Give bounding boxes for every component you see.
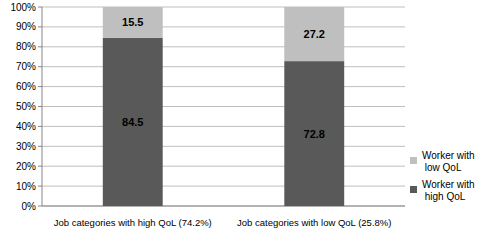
legend-swatch [410, 186, 417, 193]
legend-label: Worker with high QoL [422, 179, 475, 202]
legend-line: high QoL [422, 191, 466, 202]
legend-label: Worker with low QoL [422, 150, 475, 173]
bar-segment [103, 7, 163, 38]
grid-line [42, 7, 405, 8]
grid-line [42, 46, 405, 47]
legend: Worker with low QoLWorker with high QoL [410, 150, 475, 202]
y-tick-label: 40% [16, 121, 36, 132]
bar-segment [284, 61, 344, 206]
tick-mark [38, 26, 42, 27]
chart-svg: 0% 10% 20% 30% 40% 50% 60% 70% 80% 90% 100% 84.5 15.… [0, 0, 500, 245]
grid-line [42, 146, 405, 147]
tick-mark [38, 186, 42, 187]
legend-swatch [410, 157, 417, 164]
tick-mark [38, 126, 42, 127]
y-tick-label: 100% [10, 2, 36, 13]
x-axis [42, 206, 405, 207]
tick-mark [38, 146, 42, 147]
tick-mark [38, 66, 42, 67]
tick-mark [38, 46, 42, 47]
data-labels: 84.5 15.5 72.8 27.2 [122, 16, 325, 139]
grid-line [42, 206, 405, 207]
grid-line [42, 106, 405, 107]
grid-line [42, 186, 405, 187]
y-tick-label: 50% [16, 101, 36, 112]
tick-mark [38, 86, 42, 87]
tick-mark [38, 7, 42, 8]
grid-line [42, 166, 405, 167]
y-axis [42, 7, 43, 206]
bar-segment [103, 38, 163, 206]
grid-line [42, 66, 405, 67]
y-tick-label: 60% [16, 81, 36, 92]
grid-line [42, 86, 405, 87]
grid-line [42, 26, 405, 27]
y-tick-label: 20% [16, 161, 36, 172]
tick-mark [38, 166, 42, 167]
legend-line: Worker with [422, 150, 475, 161]
data-label: 15.5 [122, 16, 143, 28]
data-label: 72.8 [304, 128, 325, 140]
bars [103, 7, 344, 206]
bar-segment [284, 7, 344, 61]
data-label: 84.5 [122, 116, 143, 128]
y-tick-label: 70% [16, 61, 36, 72]
legend-line: Worker with [422, 179, 475, 190]
x-tick-label: Job categories with high QoL (74.2%) [54, 217, 212, 228]
x-tick-label: Job categories with low QoL (25.8%) [237, 217, 391, 228]
y-tick-label: 10% [16, 181, 36, 192]
grid-line [42, 126, 405, 127]
tick-mark [38, 106, 42, 107]
tick-mark [38, 206, 42, 207]
y-tick-label: 0% [22, 201, 37, 212]
legend-line: low QoL [422, 162, 462, 173]
chart-container: 0% 10% 20% 30% 40% 50% 60% 70% 80% 90% 100% 84.5 15.… [0, 0, 500, 245]
y-tick-label: 30% [16, 141, 36, 152]
data-label: 27.2 [304, 28, 325, 40]
y-tick-label: 80% [16, 41, 36, 52]
y-tick-label: 90% [16, 21, 36, 32]
